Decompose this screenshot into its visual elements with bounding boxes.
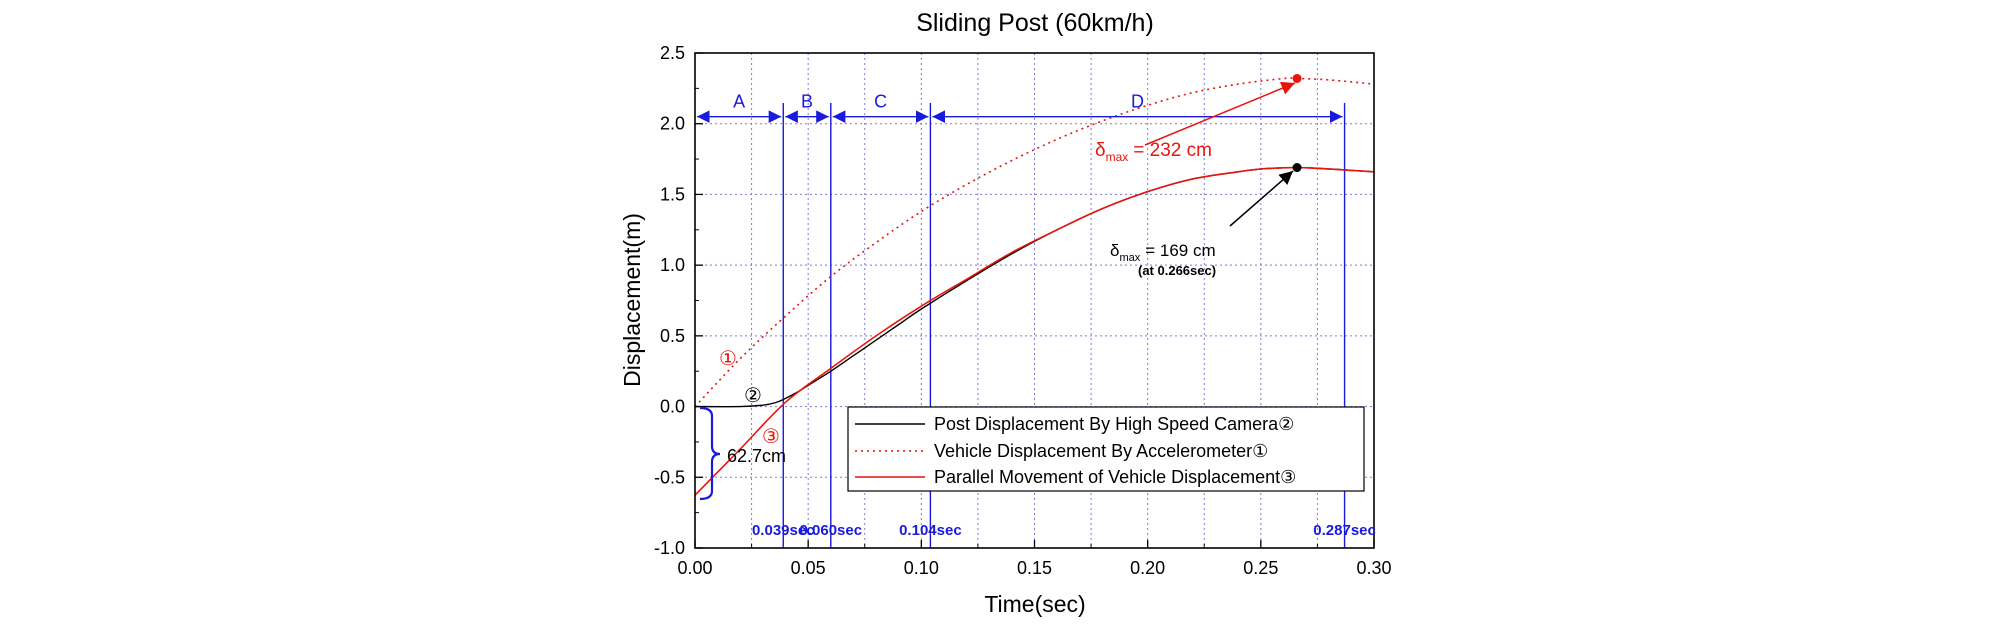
peak-vehicle-marker bbox=[1292, 73, 1302, 83]
x-axis-label: Time(sec) bbox=[984, 591, 1085, 617]
x-tick-labels: 0.00 0.05 0.10 0.15 0.20 0.25 0.30 bbox=[677, 558, 1391, 578]
legend: Post Displacement By High Speed Camera② … bbox=[847, 406, 1365, 492]
legend-label-post: Post Displacement By High Speed Camera② bbox=[934, 414, 1294, 434]
vehicle-max-annotation: δmax = 232 cm bbox=[1095, 140, 1212, 164]
legend-label-parallel: Parallel Movement of Vehicle Displacemen… bbox=[934, 467, 1296, 487]
vehicle-max-subscript: max bbox=[1106, 150, 1129, 164]
chart-title: Sliding Post (60km/h) bbox=[916, 9, 1154, 37]
phase-label: C bbox=[874, 92, 887, 112]
legend-box bbox=[847, 406, 1365, 492]
vehicle-max-value: = 232 cm bbox=[1133, 140, 1212, 161]
post-max-annotation: δmax = 169 cm bbox=[1110, 241, 1216, 264]
post-max-subscript: max bbox=[1119, 252, 1140, 264]
peak-post-marker bbox=[1292, 163, 1302, 173]
curve-label-3: ③ bbox=[762, 426, 780, 448]
post-max-delta: δ bbox=[1110, 241, 1119, 260]
y-tick-labels: -1.0 -0.5 0.0 0.5 1.0 1.5 2.0 2.5 bbox=[654, 43, 685, 558]
y-tick-label: 1.0 bbox=[660, 255, 685, 275]
phase-arrows: A B C D bbox=[697, 92, 1343, 123]
x-tick-label: 0.15 bbox=[1017, 558, 1052, 578]
legend-label-vehicle: Vehicle Displacement By Accelerometer① bbox=[934, 441, 1268, 461]
y-tick-label: 0.0 bbox=[660, 397, 685, 417]
curve-label-1: ① bbox=[719, 348, 737, 370]
phase-label: A bbox=[733, 92, 745, 112]
x-tick-label: 0.30 bbox=[1356, 558, 1391, 578]
y-tick-label: 2.0 bbox=[660, 114, 685, 134]
y-tick-label: 2.5 bbox=[660, 43, 685, 63]
phase-time-label: 0.104sec bbox=[899, 522, 962, 539]
axis-ticks bbox=[694, 52, 1375, 549]
phase-time-label: 0.039sec bbox=[752, 522, 815, 539]
curve-label-2: ② bbox=[744, 385, 762, 407]
vehicle-max-pointer bbox=[1144, 81, 1296, 146]
y-tick-label: -1.0 bbox=[654, 538, 685, 558]
post-max-pointer bbox=[1229, 170, 1294, 227]
x-tick-label: 0.10 bbox=[904, 558, 939, 578]
phase-time-label: 0.060sec bbox=[800, 522, 863, 539]
offset-label: 62.7cm bbox=[727, 446, 786, 466]
y-tick-label: 1.5 bbox=[660, 184, 685, 204]
y-tick-label: 0.5 bbox=[660, 326, 685, 346]
post-max-time: (at 0.266sec) bbox=[1138, 263, 1216, 278]
phase-label: D bbox=[1131, 92, 1144, 112]
offset-brace bbox=[699, 406, 721, 501]
y-axis-label: Displacement(m) bbox=[619, 213, 645, 387]
x-tick-label: 0.25 bbox=[1243, 558, 1278, 578]
y-tick-label: -0.5 bbox=[654, 467, 685, 487]
series-layer bbox=[694, 73, 1375, 496]
vehicle-max-delta: δ bbox=[1095, 140, 1106, 161]
series-line-3 bbox=[694, 166, 1375, 496]
x-tick-label: 0.05 bbox=[791, 558, 826, 578]
phase-label: B bbox=[801, 92, 813, 112]
series-line-2 bbox=[694, 77, 1375, 408]
phase-time-label: 0.287sec bbox=[1313, 522, 1376, 539]
x-tick-label: 0.20 bbox=[1130, 558, 1165, 578]
post-max-value: = 169 cm bbox=[1145, 241, 1215, 260]
x-tick-label: 0.00 bbox=[677, 558, 712, 578]
